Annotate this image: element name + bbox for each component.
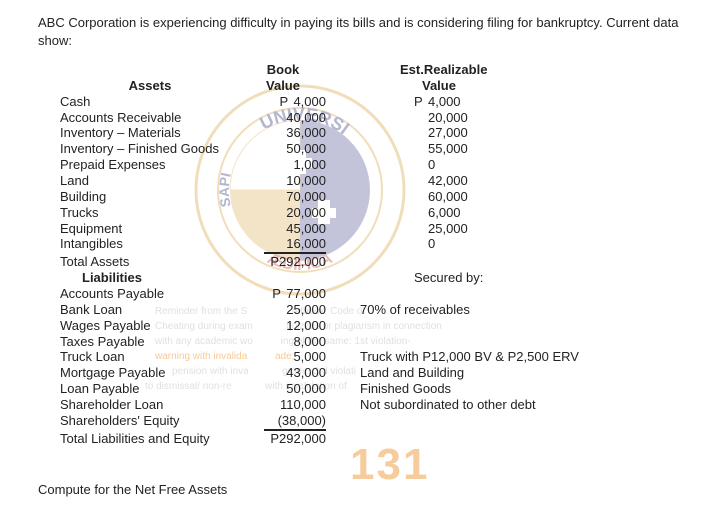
asset-name: Inventory – Materials: [60, 125, 240, 141]
asset-bv: 45,000: [240, 221, 330, 237]
liability-bv: 50,000: [240, 381, 330, 397]
liability-row: Loan Payable50,000 Finished Goods: [60, 381, 680, 397]
asset-rv: 55,000: [360, 141, 620, 157]
asset-name: Prepaid Expenses: [60, 157, 240, 173]
total-liabilities-bv: P292,000: [240, 430, 330, 447]
liability-bv: 12,000: [240, 318, 330, 334]
book-value-header-1: Book: [240, 62, 330, 78]
realizable-header-2: Value: [360, 78, 620, 94]
asset-name: Cash: [60, 94, 240, 110]
liability-name: Bank Loan: [60, 302, 240, 318]
asset-row: Land10,000 42,000: [60, 173, 680, 189]
liability-name: Loan Payable: [60, 381, 240, 397]
liability-row: Shareholders' Equity(38,000): [60, 413, 680, 430]
total-liabilities-label: Total Liabilities and Equity: [60, 431, 240, 447]
asset-name: Intangibles: [60, 236, 240, 252]
asset-name: Land: [60, 173, 240, 189]
asset-bv: P4,000: [240, 94, 330, 110]
asset-bv: 40,000: [240, 110, 330, 126]
asset-name: Equipment: [60, 221, 240, 237]
liability-bv: 8,000: [240, 334, 330, 350]
total-assets-label: Total Assets: [60, 254, 240, 270]
financial-table: Book Est.Realizable Assets Value Value C…: [60, 62, 680, 447]
liability-bv: 110,000: [240, 397, 330, 413]
assets-header: Assets: [60, 78, 240, 94]
book-value-header-2: Value: [240, 78, 330, 94]
asset-bv: 70,000: [240, 189, 330, 205]
liability-bv: (38,000): [240, 413, 330, 430]
liability-bv: P77,000: [240, 286, 330, 302]
asset-bv: 16,000: [240, 236, 330, 253]
liability-row: Shareholder Loan110,000 Not subordinated …: [60, 397, 680, 413]
asset-row: Equipment45,000 25,000: [60, 221, 680, 237]
asset-rv: 60,000: [360, 189, 620, 205]
liability-bv: 43,000: [240, 365, 330, 381]
asset-bv: 36,000: [240, 125, 330, 141]
liability-name: Accounts Payable: [60, 286, 240, 302]
liability-row: Taxes Payable8,000: [60, 334, 680, 350]
liability-row: Wages Payable12,000: [60, 318, 680, 334]
asset-rv: P4,000: [360, 94, 620, 110]
asset-rv: 6,000: [360, 205, 620, 221]
liability-note: Finished Goods: [360, 381, 620, 397]
liability-name: Wages Payable: [60, 318, 240, 334]
problem-intro: ABC Corporation is experiencing difficul…: [38, 14, 690, 49]
liability-name: Truck Loan: [60, 349, 240, 365]
total-assets-bv: P292,000: [240, 253, 330, 270]
liability-row: Accounts PayableP77,000: [60, 286, 680, 302]
asset-rv: 25,000: [360, 221, 620, 237]
asset-row: Inventory – Finished Goods50,000 55,000: [60, 141, 680, 157]
asset-bv: 50,000: [240, 141, 330, 157]
asset-rv: 0: [360, 236, 620, 252]
asset-rv: 20,000: [360, 110, 620, 126]
asset-row: CashP4,000P4,000: [60, 94, 680, 110]
asset-row: Building70,000 60,000: [60, 189, 680, 205]
asset-name: Accounts Receivable: [60, 110, 240, 126]
asset-row: Intangibles16,000 0: [60, 236, 680, 253]
asset-bv: 1,000: [240, 157, 330, 173]
liability-row: Mortgage Payable43,000 Land and Building: [60, 365, 680, 381]
asset-row: Inventory – Materials36,000 27,000: [60, 125, 680, 141]
course-code-watermark: 131: [350, 440, 429, 490]
asset-name: Trucks: [60, 205, 240, 221]
question-prompt: Compute for the Net Free Assets: [38, 482, 227, 497]
realizable-header-1: Est.Realizable: [360, 62, 620, 78]
liability-name: Taxes Payable: [60, 334, 240, 350]
asset-row: Accounts Receivable40,000 20,000: [60, 110, 680, 126]
asset-name: Building: [60, 189, 240, 205]
asset-row: Prepaid Expenses1,000 0: [60, 157, 680, 173]
liability-row: Truck Loan5,000 Truck with P12,000 BV & P…: [60, 349, 680, 365]
secured-by-header: Secured by:: [360, 270, 620, 286]
liability-name: Shareholder Loan: [60, 397, 240, 413]
liability-note: 70% of receivables: [360, 302, 620, 318]
liability-name: Shareholders' Equity: [60, 413, 240, 429]
asset-bv: 20,000: [240, 205, 330, 221]
liability-note: Truck with P12,000 BV & P2,500 ERV: [360, 349, 620, 365]
liability-row: Bank Loan25,000 70% of receivables: [60, 302, 680, 318]
asset-bv: 10,000: [240, 173, 330, 189]
asset-rv: 0: [360, 157, 620, 173]
asset-row: Trucks20,000 6,000: [60, 205, 680, 221]
liability-bv: 5,000: [240, 349, 330, 365]
liability-bv: 25,000: [240, 302, 330, 318]
liability-name: Mortgage Payable: [60, 365, 240, 381]
asset-rv: 27,000: [360, 125, 620, 141]
asset-rv: 42,000: [360, 173, 620, 189]
liability-note: Land and Building: [360, 365, 620, 381]
liabilities-header: Liabilities: [60, 270, 240, 286]
liability-note: Not subordinated to other debt: [360, 397, 620, 413]
asset-name: Inventory – Finished Goods: [60, 141, 240, 157]
